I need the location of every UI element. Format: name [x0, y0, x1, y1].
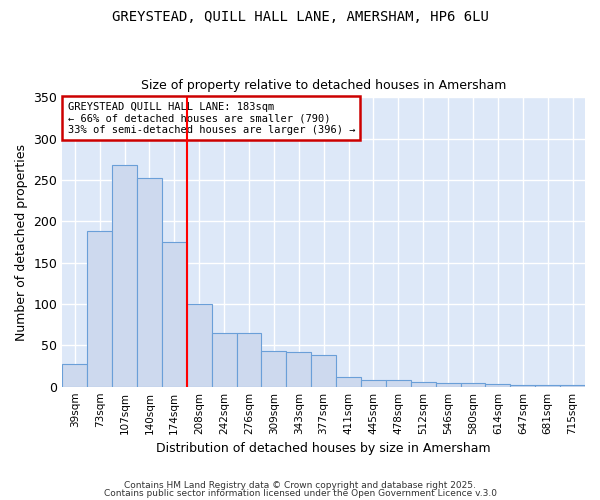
Bar [262, 351, 286, 386]
Bar [436, 382, 461, 386]
Bar [361, 380, 386, 386]
Bar [311, 356, 336, 386]
Bar [112, 165, 137, 386]
Title: Size of property relative to detached houses in Amersham: Size of property relative to detached ho… [141, 79, 506, 92]
Bar [386, 380, 411, 386]
Bar [461, 384, 485, 386]
Text: GREYSTEAD, QUILL HALL LANE, AMERSHAM, HP6 6LU: GREYSTEAD, QUILL HALL LANE, AMERSHAM, HP… [112, 10, 488, 24]
Bar [187, 304, 212, 386]
Text: GREYSTEAD QUILL HALL LANE: 183sqm
← 66% of detached houses are smaller (790)
33%: GREYSTEAD QUILL HALL LANE: 183sqm ← 66% … [68, 102, 355, 135]
Bar [560, 385, 585, 386]
Bar [62, 364, 87, 386]
Y-axis label: Number of detached properties: Number of detached properties [15, 144, 28, 340]
X-axis label: Distribution of detached houses by size in Amersham: Distribution of detached houses by size … [157, 442, 491, 455]
Bar [87, 232, 112, 386]
Text: Contains public sector information licensed under the Open Government Licence v.: Contains public sector information licen… [104, 488, 497, 498]
Text: Contains HM Land Registry data © Crown copyright and database right 2025.: Contains HM Land Registry data © Crown c… [124, 481, 476, 490]
Bar [511, 385, 535, 386]
Bar [336, 377, 361, 386]
Bar [485, 384, 511, 386]
Bar [411, 382, 436, 386]
Bar [535, 385, 560, 386]
Bar [162, 242, 187, 386]
Bar [137, 178, 162, 386]
Bar [286, 352, 311, 386]
Bar [236, 333, 262, 386]
Bar [212, 333, 236, 386]
